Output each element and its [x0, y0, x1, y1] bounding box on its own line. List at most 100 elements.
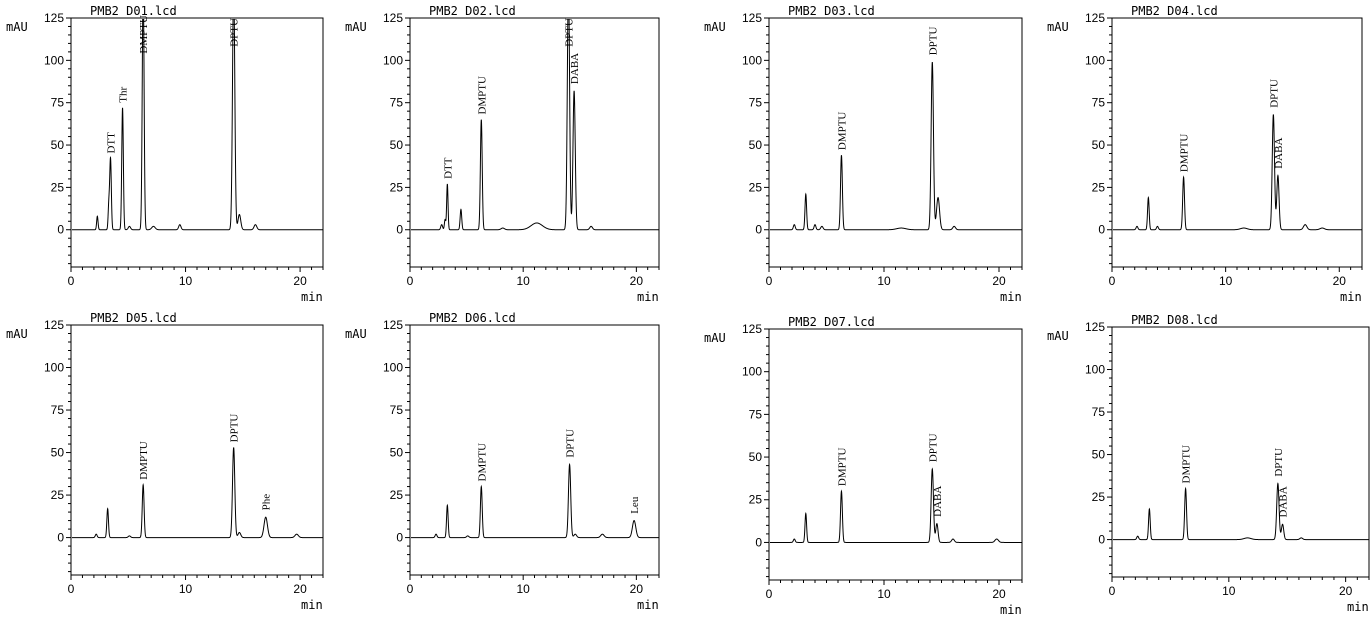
y-tick-label: 25 — [1092, 180, 1106, 194]
y-tick-label: 25 — [749, 493, 763, 507]
y-tick-label: 0 — [755, 535, 762, 549]
peak-label: DPTU — [1273, 448, 1285, 477]
y-tick-label: 100 — [44, 361, 64, 375]
y-tick-label: 50 — [749, 450, 763, 464]
x-tick-label: 0 — [766, 587, 773, 601]
chromatogram-title: PMB2_D02.lcd — [429, 4, 516, 18]
x-axis-label: min — [301, 290, 323, 304]
x-tick-label: 0 — [1109, 584, 1116, 598]
y-tick-label: 50 — [749, 138, 763, 152]
x-tick-label: 0 — [407, 582, 414, 596]
y-tick-label: 125 — [383, 11, 403, 25]
peak-label: DPTU — [1268, 79, 1280, 108]
peak-label: DABA — [932, 486, 944, 517]
y-tick-label: 50 — [390, 446, 404, 460]
x-tick-label: 20 — [293, 582, 307, 596]
y-tick-label: 25 — [749, 180, 763, 194]
peak-label: DPTU — [229, 18, 241, 47]
y-tick-label: 25 — [51, 488, 65, 502]
y-tick-label: 125 — [44, 318, 64, 332]
x-axis-label: min — [637, 598, 659, 612]
peak-label: DPTU — [927, 26, 939, 55]
x-tick-label: 20 — [992, 587, 1006, 601]
y-tick-label: 75 — [749, 407, 763, 421]
x-tick-label: 20 — [630, 582, 644, 596]
chromatogram-title: PMB2_D04.lcd — [1131, 4, 1218, 18]
y-tick-label: 0 — [1098, 533, 1105, 547]
y-axis-label: mAU — [704, 20, 726, 34]
peak-label: DMPTU — [1181, 445, 1193, 484]
chromatogram-title: PMB2_D06.lcd — [429, 311, 516, 325]
peak-label: DMPTU — [138, 441, 150, 480]
x-axis-label: min — [1347, 600, 1369, 614]
y-tick-label: 75 — [390, 403, 404, 417]
peak-label: DTT — [106, 132, 118, 154]
peak-label: DABA — [569, 53, 581, 84]
x-axis-label: min — [1000, 290, 1022, 304]
peak-label: DABA — [1273, 138, 1285, 169]
y-tick-label: 50 — [51, 446, 65, 460]
x-tick-label: 20 — [630, 274, 644, 288]
x-tick-label: 20 — [1339, 584, 1353, 598]
y-tick-label: 125 — [742, 322, 762, 336]
chromatogram-trace — [770, 467, 1022, 543]
x-tick-label: 0 — [68, 582, 75, 596]
chromatogram-trace — [72, 19, 323, 231]
y-tick-label: 75 — [51, 403, 65, 417]
chromatogram-title: PMB2_D03.lcd — [788, 4, 875, 18]
chromatogram-trace — [1113, 482, 1369, 541]
y-tick-label: 50 — [1092, 448, 1106, 462]
x-tick-label: 0 — [1109, 274, 1116, 288]
chromatogram-title: PMB2_D01.lcd — [90, 4, 177, 18]
x-tick-label: 20 — [1333, 274, 1347, 288]
x-tick-label: 10 — [517, 274, 531, 288]
y-tick-label: 100 — [44, 53, 64, 67]
x-tick-label: 0 — [407, 274, 414, 288]
y-tick-label: 125 — [383, 318, 403, 332]
x-tick-label: 0 — [68, 274, 75, 288]
y-tick-label: 125 — [1085, 320, 1105, 334]
peak-label: DMPTU — [1179, 134, 1191, 173]
y-tick-label: 0 — [1098, 223, 1105, 237]
peak-label: DPTU — [563, 18, 575, 47]
y-tick-label: 75 — [749, 96, 763, 110]
peak-label: DABA — [1278, 486, 1290, 517]
chromatogram-trace — [411, 19, 659, 231]
x-tick-label: 10 — [877, 274, 891, 288]
y-axis-label: mAU — [6, 20, 28, 34]
chromatogram-trace — [72, 447, 323, 539]
peak-label: DTT — [442, 157, 454, 179]
y-tick-label: 125 — [742, 11, 762, 25]
peak-label: DPTU — [229, 414, 241, 443]
y-tick-label: 0 — [57, 223, 64, 237]
peak-label: DMPTU — [476, 76, 488, 115]
x-axis-label: min — [637, 290, 659, 304]
y-tick-label: 100 — [742, 53, 762, 67]
peak-label: DPTU — [565, 429, 577, 458]
y-tick-label: 50 — [1092, 138, 1106, 152]
y-tick-label: 100 — [383, 53, 403, 67]
peak-label: DMPTU — [138, 15, 150, 54]
peak-label: DMPTU — [836, 448, 848, 487]
peak-label: Leu — [629, 496, 641, 514]
x-axis-label: min — [1340, 290, 1362, 304]
x-tick-label: 10 — [179, 582, 193, 596]
x-tick-label: 10 — [179, 274, 193, 288]
chromatogram-title: PMB2_D05.lcd — [90, 311, 177, 325]
y-axis-label: mAU — [1047, 329, 1069, 343]
y-tick-label: 0 — [396, 223, 403, 237]
x-tick-label: 10 — [1219, 274, 1233, 288]
y-tick-label: 75 — [1092, 405, 1106, 419]
y-tick-label: 100 — [1085, 363, 1105, 377]
y-tick-label: 75 — [390, 96, 404, 110]
peak-label: DPTU — [927, 433, 939, 462]
peak-label: Thr — [118, 86, 130, 102]
x-axis-label: min — [1000, 603, 1022, 617]
x-tick-label: 10 — [1222, 584, 1236, 598]
